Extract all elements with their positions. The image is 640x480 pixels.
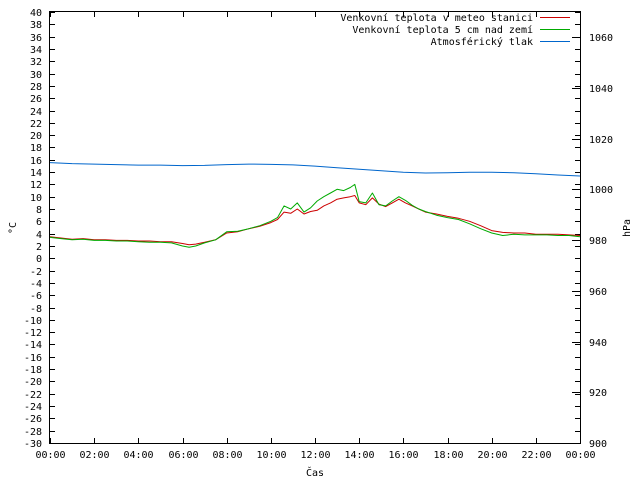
y-tick-label-left: 10 xyxy=(30,193,42,204)
x-tick-label: 10:00 xyxy=(256,450,286,461)
x-tick-label: 00:00 xyxy=(565,450,595,461)
x-tick-label: 22:00 xyxy=(521,450,551,461)
x-tick-label: 06:00 xyxy=(168,450,198,461)
y-tick-label-left: -28 xyxy=(24,427,42,438)
x-tick-label: 00:00 xyxy=(35,450,65,461)
y-tick-label-right: 1020 xyxy=(589,135,613,146)
y-tick-label-left: 38 xyxy=(30,20,42,31)
y-tick-label-left: -30 xyxy=(24,439,42,450)
y-tick-label-left: -6 xyxy=(30,291,42,302)
y-tick-label-left: 2 xyxy=(36,242,42,253)
legend-label-2: Venkovní teplota 5 cm nad zemí xyxy=(352,24,533,36)
y-tick-label-left: -18 xyxy=(24,365,42,376)
y-tick-label-left: 22 xyxy=(30,119,42,130)
y-axis-label-right: hPa xyxy=(622,219,633,237)
y-tick-label-left: 34 xyxy=(30,45,42,56)
y-tick-label-left: 26 xyxy=(30,94,42,105)
y-tick-label-left: 30 xyxy=(30,70,42,81)
y-tick-label-left: -4 xyxy=(30,279,42,290)
series-line-2 xyxy=(49,183,581,248)
ticks-layer: 4038363432302826242220181614121086420-2-… xyxy=(24,8,613,461)
plot-frame xyxy=(49,11,581,444)
x-tick-label: 14:00 xyxy=(344,450,374,461)
y-tick-label-left: -22 xyxy=(24,390,42,401)
y-tick-label-left: -26 xyxy=(24,414,42,425)
y-tick-label-right: 940 xyxy=(589,338,607,349)
y-tick-label-left: 40 xyxy=(30,8,42,19)
y-tick-label-left: 16 xyxy=(30,156,42,167)
x-tick-label: 20:00 xyxy=(477,450,507,461)
y-tick-label-left: -24 xyxy=(24,402,42,413)
y-tick-label-right: 920 xyxy=(589,388,607,399)
x-tick-label: 04:00 xyxy=(123,450,153,461)
y-tick-label-left: -20 xyxy=(24,377,42,388)
y-tick-label-left: -8 xyxy=(30,304,42,315)
y-tick-label-right: 1040 xyxy=(589,84,613,95)
y-tick-label-left: -10 xyxy=(24,316,42,327)
y-tick-label-left: -2 xyxy=(30,267,42,278)
y-tick-label-left: 0 xyxy=(36,254,42,265)
y-tick-label-left: 12 xyxy=(30,180,42,191)
y-tick-label-left: 4 xyxy=(36,230,42,241)
legend-label-3: Atmosférický tlak xyxy=(431,36,533,48)
y-tick-label-right: 1060 xyxy=(589,33,613,44)
y-axis-label-left: °C xyxy=(8,222,19,234)
y-tick-label-left: 32 xyxy=(30,57,42,68)
x-tick-label: 08:00 xyxy=(212,450,242,461)
y-tick-label-left: 18 xyxy=(30,143,42,154)
x-tick-label: 16:00 xyxy=(388,450,418,461)
y-tick-label-right: 900 xyxy=(589,439,607,450)
y-tick-label-left: 14 xyxy=(30,168,42,179)
y-tick-label-left: 8 xyxy=(36,205,42,216)
series-layer xyxy=(49,162,581,248)
y-tick-label-right: 1000 xyxy=(589,185,613,196)
y-tick-label-left: 24 xyxy=(30,107,42,118)
x-tick-label: 12:00 xyxy=(300,450,330,461)
y-tick-label-left: 36 xyxy=(30,33,42,44)
legend: Venkovní teplota v meteo staniciVenkovní… xyxy=(340,12,570,48)
y-tick-label-right: 960 xyxy=(589,287,607,298)
y-tick-label-left: -12 xyxy=(24,328,42,339)
series-line-1 xyxy=(49,195,581,246)
y-tick-label-left: 6 xyxy=(36,217,42,228)
x-tick-label: 02:00 xyxy=(79,450,109,461)
legend-label-1: Venkovní teplota v meteo stanici xyxy=(340,12,533,24)
y-tick-label-right: 980 xyxy=(589,236,607,247)
y-tick-label-left: -14 xyxy=(24,340,42,351)
series-line-3 xyxy=(49,162,581,177)
y-tick-label-left: 28 xyxy=(30,82,42,93)
x-axis-label: Čas xyxy=(306,466,324,479)
y-tick-label-left: 20 xyxy=(30,131,42,142)
x-tick-label: 18:00 xyxy=(433,450,463,461)
y-tick-label-left: -16 xyxy=(24,353,42,364)
